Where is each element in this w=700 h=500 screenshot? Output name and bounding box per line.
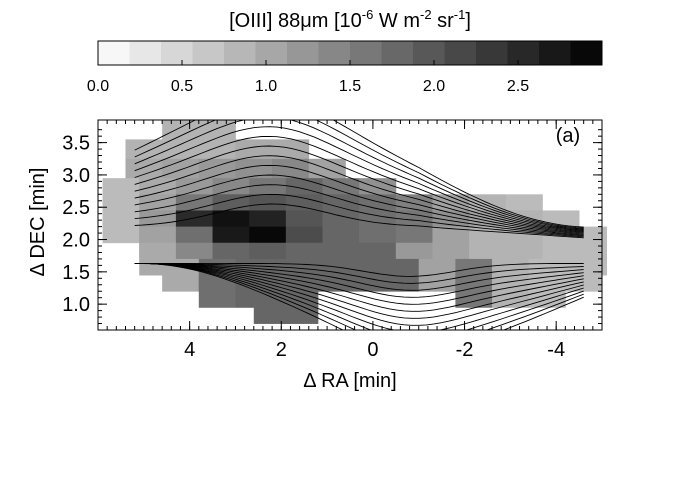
contour-line [134, 262, 584, 277]
colorbar-cell [381, 41, 414, 65]
contour-line [134, 263, 584, 319]
colorbar-tick-label: 2.5 [507, 78, 529, 95]
colorbar-cell [476, 41, 508, 65]
map-axes: 4 2 0 -2 -4 1.0 1.5 2.0 2.5 3.0 3.5 [62, 120, 602, 361]
contour-line [134, 203, 584, 239]
colorbar-cell [161, 41, 193, 65]
x-tick-label: 4 [184, 339, 195, 361]
colorbar-cell [98, 41, 130, 65]
y-tick-label: 1.5 [62, 262, 90, 284]
colorbar-tick-label: 0.5 [171, 78, 193, 95]
map-pixel [198, 275, 236, 308]
colorbar-cell [192, 41, 225, 65]
contour-line [134, 145, 584, 233]
colorbar-tick-label: 2.0 [423, 78, 445, 95]
x-tick-label: 0 [367, 339, 378, 361]
colorbar-cell [350, 41, 382, 65]
contour-line [134, 262, 584, 284]
contour-line [134, 120, 584, 229]
y-axis-title: Δ DEC [min] [27, 168, 49, 277]
colorbar-ticks: 0.0 0.5 1.0 1.5 2.0 2.5 [87, 60, 529, 95]
colorbar-tick-label: 1.5 [339, 78, 361, 95]
y-tick-label: 1.0 [62, 294, 90, 316]
colorbar-cell [224, 41, 256, 65]
contour-line [134, 262, 584, 305]
y-tick-label: 2.5 [62, 197, 90, 219]
colorbar-title: [OIII] 88μm [10-6 W m-2 sr-1] [229, 7, 471, 32]
colorbar-gradient [98, 41, 603, 65]
contour-line [134, 263, 584, 330]
panel-label: (a) [556, 125, 580, 147]
colorbar-cell [413, 41, 445, 65]
contour-line [134, 263, 584, 330]
contour-line [134, 155, 584, 234]
colorbar-cell [318, 41, 351, 65]
contour-line [134, 262, 584, 298]
contour-line [134, 193, 584, 238]
map-pixel [455, 275, 493, 308]
x-tick-label: -2 [456, 339, 474, 361]
x-tick-label: -4 [547, 339, 565, 361]
contour-line [134, 120, 584, 228]
contour-line [134, 174, 584, 236]
contour-line [134, 184, 584, 237]
colorbar-cell [507, 41, 540, 65]
map-pixel [102, 210, 140, 244]
colorbar-cell [444, 41, 477, 65]
contour-line [134, 263, 584, 312]
map-pixel [565, 258, 603, 292]
contour-line [134, 263, 584, 330]
y-tick-label: 3.5 [62, 133, 90, 155]
colorbar-cell [570, 41, 603, 65]
contour-line [134, 126, 584, 231]
y-tick-label: 2.0 [62, 230, 90, 252]
contour-line [134, 120, 584, 230]
contour-line [134, 262, 584, 291]
contour-line [134, 135, 584, 232]
colorbar-cell [287, 41, 319, 65]
x-tick-label: 2 [276, 339, 287, 361]
contour-line [134, 164, 584, 235]
colorbar-tick-label: 0.0 [87, 78, 109, 95]
plot-frame [97, 119, 603, 331]
colorbar-tick-label: 1.0 [255, 78, 277, 95]
colorbar-cell [129, 41, 162, 65]
map-pixel [492, 275, 530, 308]
contour-line [134, 263, 584, 330]
contour-lines [134, 120, 584, 330]
colorbar-cell [255, 41, 288, 65]
contour-line [134, 263, 584, 326]
y-tick-label: 3.0 [62, 165, 90, 187]
x-axis-title: Δ RA [min] [303, 370, 396, 392]
colorbar-cell [539, 41, 571, 65]
